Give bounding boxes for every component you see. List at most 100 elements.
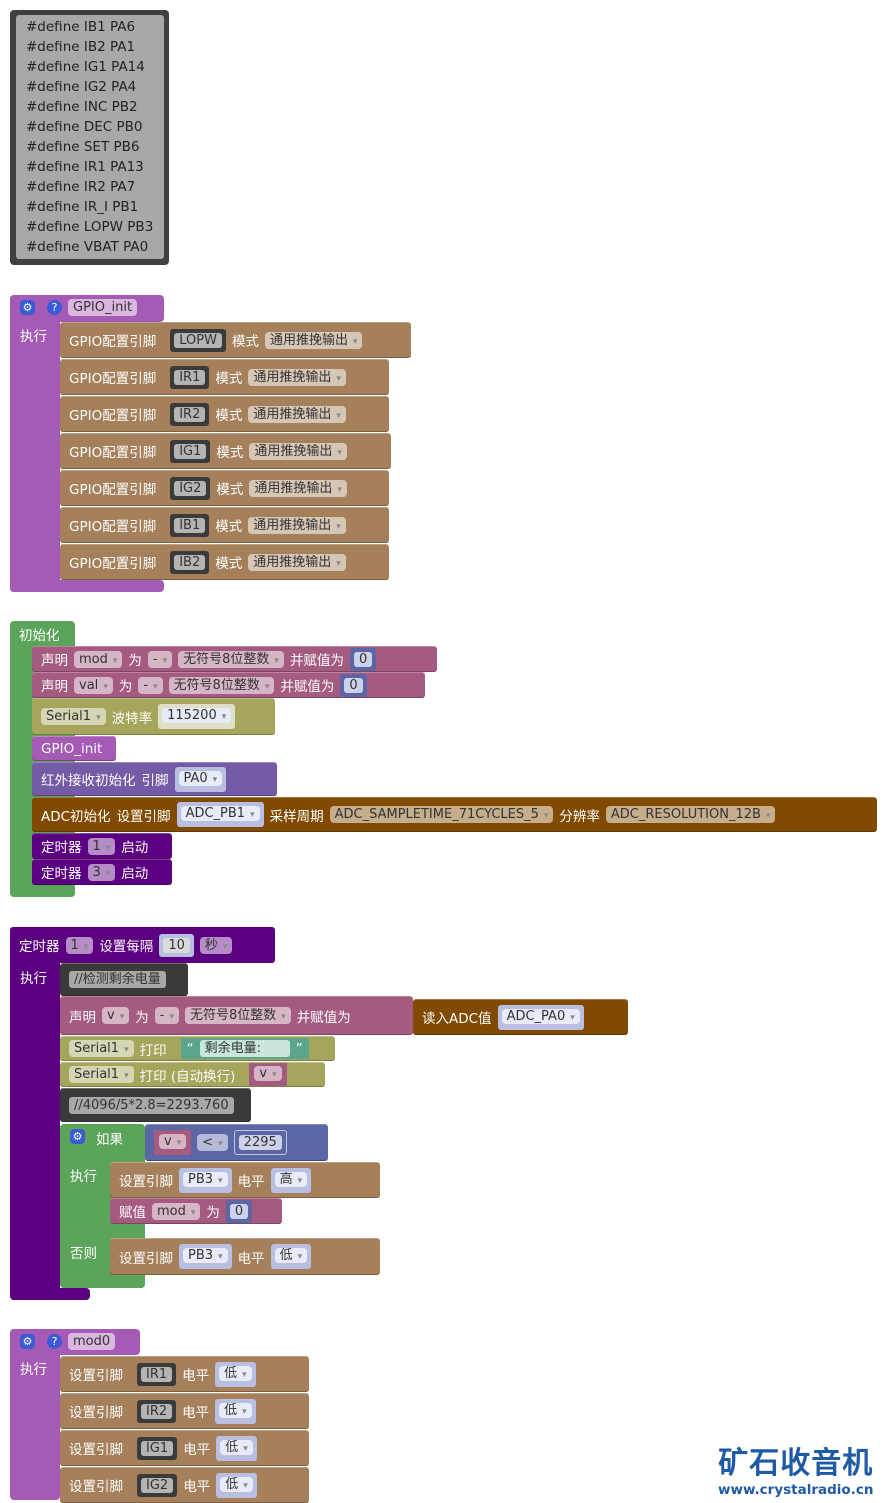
mode-dropdown[interactable]: 通用推挽输出 ▾ [248, 516, 346, 534]
comment-text[interactable]: //4096/5*2.8=2293.760 [69, 1096, 234, 1114]
timer-dropdown[interactable]: 1 ▾ [87, 837, 116, 855]
mode-dropdown[interactable]: 通用推挽输出 ▾ [248, 368, 346, 386]
qualifier-dropdown[interactable]: - ▾ [154, 1007, 179, 1024]
gpio-config-block[interactable]: GPIO配置引脚 LOPW 模式 通用推挽输出 ▾ [60, 322, 411, 358]
interval-socket[interactable]: 10 [159, 933, 194, 957]
pin-socket[interactable]: PB3 ▾ [179, 1167, 232, 1193]
serial-begin-block[interactable]: Serial1 ▾ 波特率 115200 ▾ [32, 698, 275, 735]
type-dropdown[interactable]: 无符号8位整数 ▾ [184, 1007, 291, 1024]
serial-port-dropdown[interactable]: Serial1 ▾ [41, 708, 106, 725]
level-socket[interactable]: 高 ▾ [270, 1167, 312, 1193]
pin-name[interactable]: IB2 [174, 554, 206, 570]
declare-variable-block[interactable]: 声明 val ▾ 为 - ▾ 无符号8位整数 ▾ 并赋值为 0 [32, 672, 425, 698]
level-socket[interactable]: 低 ▾ [216, 1435, 257, 1461]
set-pin-block[interactable]: 设置引脚 IR2 电平低 ▾ [60, 1393, 309, 1429]
adc-pin-socket[interactable]: ADC_PA0 ▾ [497, 1004, 584, 1030]
procedure-name-field[interactable]: mod0 [68, 1333, 116, 1350]
set-pin-block[interactable]: 设置引脚 IG2 电平低 ▾ [60, 1467, 309, 1503]
level-dropdown[interactable]: 低 ▾ [220, 1439, 253, 1455]
adc-read-block[interactable]: 读入ADC值 ADC_PA0 ▾ [413, 999, 628, 1035]
serial-port-dropdown[interactable]: Serial1 ▾ [69, 1066, 134, 1083]
pin-name[interactable]: IR2 [141, 1403, 173, 1419]
type-dropdown[interactable]: 无符号8位整数 ▾ [168, 676, 275, 694]
adc-pin-dropdown[interactable]: ADC_PA0 ▾ [501, 1008, 580, 1024]
pin-socket[interactable]: PB3 ▾ [179, 1244, 232, 1269]
pin-socket[interactable]: IR1 [170, 365, 210, 389]
comment-block[interactable]: //4096/5*2.8=2293.760 [60, 1088, 251, 1122]
baud-dropdown[interactable]: 115200 ▾ [162, 708, 232, 723]
call-gpio-init-block[interactable]: GPIO_init [32, 736, 116, 761]
pin-socket[interactable]: IB1 [170, 513, 210, 537]
timer-start-block[interactable]: 定时器 3 ▾ 启动 [32, 859, 172, 885]
pin-dropdown[interactable]: PA0 ▾ [178, 770, 223, 786]
gear-icon[interactable]: ⚙ [70, 1129, 85, 1144]
variable-dropdown[interactable]: v ▾ [159, 1134, 187, 1149]
sample-time-dropdown[interactable]: ADC_SAMPLETIME_71CYCLES_5 ▾ [329, 806, 554, 823]
level-dropdown[interactable]: 低 ▾ [219, 1365, 252, 1381]
pin-socket[interactable]: ADC_PB1 ▾ [176, 802, 264, 827]
pin-dropdown[interactable]: PB3 ▾ [183, 1248, 228, 1263]
text-block[interactable]: “ 剩余电量: ” [180, 1038, 309, 1059]
variable-dropdown[interactable]: mod ▾ [74, 650, 123, 668]
serial-print-block[interactable]: Serial1 ▾ 打印 “ 剩余电量: ” [60, 1036, 335, 1061]
unit-dropdown[interactable]: 秒 ▾ [199, 936, 233, 954]
set-pin-block[interactable]: 设置引脚 PB3 ▾ 电平高 ▾ [110, 1162, 380, 1198]
timer-interval-block[interactable]: 定时器 1 ▾ 设置每隔 10 秒 ▾ [10, 927, 275, 963]
compare-block[interactable]: v ▾ < ▾ 2295 [145, 1124, 328, 1161]
variable-dropdown[interactable]: mod ▾ [152, 1202, 201, 1220]
adc-init-block[interactable]: ADC初始化 设置引脚 ADC_PB1 ▾ 采样周期 ADC_SAMPLETIME_71C… [32, 797, 877, 832]
pin-socket[interactable]: IG1 [170, 439, 211, 463]
define-code-text[interactable]: #define IB1 PA6 #define IB2 PA1 #define IG… [16, 15, 164, 259]
declare-variable-block[interactable]: 声明 mod ▾ 为 - ▾ 无符号8位整数 ▾ 并赋值为 0 [32, 646, 437, 672]
pin-name[interactable]: IB1 [174, 517, 206, 533]
level-socket[interactable]: 低 ▾ [270, 1244, 312, 1269]
ir-init-block[interactable]: 红外接收初始化 引脚 PA0 ▾ [32, 762, 277, 796]
mode-dropdown[interactable]: 通用推挽输出 ▾ [248, 553, 346, 571]
number-value[interactable]: 0 [353, 651, 373, 667]
declare-variable-block[interactable]: 声明 v ▾ 为 - ▾ 无符号8位整数 ▾ 并赋值为 [60, 996, 413, 1035]
pin-name[interactable]: IR1 [174, 369, 206, 385]
help-icon[interactable]: ? [47, 1334, 62, 1349]
level-socket[interactable]: 低 ▾ [215, 1361, 256, 1387]
serial-println-block[interactable]: Serial1 ▾ 打印 (自动换行) v ▾ [60, 1062, 325, 1087]
number-value[interactable]: 2295 [238, 1135, 282, 1150]
pin-name[interactable]: IG1 [141, 1440, 174, 1456]
number-value[interactable]: 0 [344, 677, 363, 693]
text-value[interactable]: 剩余电量: [199, 1040, 290, 1057]
pin-socket[interactable]: IR1 [137, 1362, 177, 1386]
mode-dropdown[interactable]: 通用推挽输出 ▾ [249, 442, 347, 460]
gpio-config-block[interactable]: GPIO配置引脚 IB2 模式 通用推挽输出 ▾ [60, 544, 389, 580]
type-dropdown[interactable]: 无符号8位整数 ▾ [178, 650, 284, 668]
variable-get-block[interactable]: v ▾ [154, 1130, 192, 1155]
pin-socket[interactable]: IG1 [137, 1436, 178, 1460]
adc-pin-dropdown[interactable]: ADC_PB1 ▾ [180, 806, 260, 821]
set-pin-block[interactable]: 设置引脚 IR1 电平低 ▾ [60, 1356, 309, 1392]
qualifier-dropdown[interactable]: - ▾ [147, 650, 173, 668]
mode-dropdown[interactable]: 通用推挽输出 ▾ [249, 479, 347, 497]
comment-block[interactable]: //检测剩余电量 [60, 963, 188, 996]
help-icon[interactable]: ? [47, 300, 62, 315]
timer-dropdown[interactable]: 3 ▾ [87, 863, 116, 881]
gpio-config-block[interactable]: GPIO配置引脚 IR2 模式 通用推挽输出 ▾ [60, 396, 389, 432]
number-block[interactable]: 0 [340, 673, 367, 697]
number-block[interactable]: 0 [349, 647, 377, 671]
variable-dropdown[interactable]: val ▾ [74, 676, 113, 694]
serial-port-dropdown[interactable]: Serial1 ▾ [69, 1040, 134, 1057]
pin-name[interactable]: IR1 [141, 1366, 173, 1382]
variable-dropdown[interactable]: v ▾ [102, 1007, 130, 1024]
gpio-config-block[interactable]: GPIO配置引脚 IB1 模式 通用推挽输出 ▾ [60, 507, 389, 543]
number-block[interactable]: 2295 [233, 1130, 287, 1155]
level-dropdown[interactable]: 高 ▾ [274, 1171, 308, 1187]
pin-dropdown[interactable]: PB3 ▾ [183, 1171, 228, 1187]
pin-socket[interactable]: LOPW [170, 328, 226, 352]
gpio-config-block[interactable]: GPIO配置引脚 IG2 模式 通用推挽输出 ▾ [60, 470, 389, 506]
pin-name[interactable]: IG2 [141, 1477, 174, 1493]
gpio-config-block[interactable]: GPIO配置引脚 IG1 模式 通用推挽输出 ▾ [60, 433, 391, 469]
comment-text[interactable]: //检测剩余电量 [69, 971, 166, 988]
variable-get-block[interactable]: v ▾ [249, 1063, 287, 1086]
gear-icon[interactable]: ⚙ [20, 300, 35, 315]
define-code-block[interactable]: #define IB1 PA6 #define IB2 PA1 #define IG… [10, 10, 169, 265]
number-block[interactable]: 0 [225, 1199, 253, 1223]
pin-socket[interactable]: IG2 [137, 1473, 178, 1497]
level-socket[interactable]: 低 ▾ [215, 1398, 256, 1424]
